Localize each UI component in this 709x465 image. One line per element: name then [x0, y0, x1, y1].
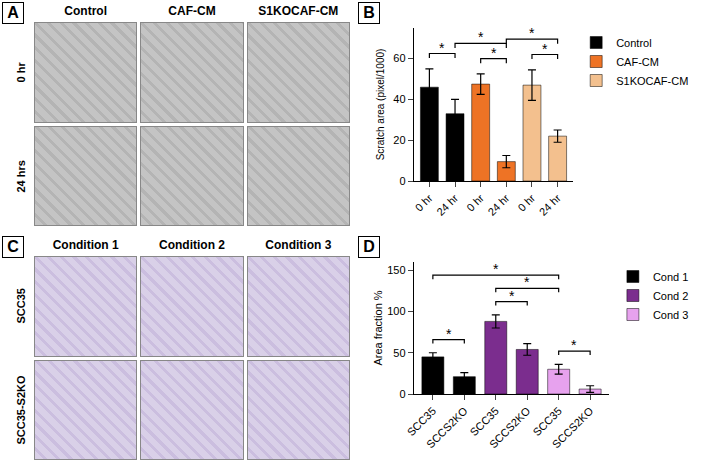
svg-text:*: *	[439, 40, 445, 56]
svg-text:*: *	[542, 41, 548, 57]
svg-text:*: *	[446, 326, 452, 342]
svg-text:Control: Control	[616, 37, 651, 49]
svg-text:*: *	[571, 337, 577, 353]
svg-text:60: 60	[393, 52, 405, 64]
svg-text:SCCS2KO: SCCS2KO	[424, 404, 470, 450]
svg-text:*: *	[478, 29, 484, 45]
svg-text:Cond 3: Cond 3	[653, 309, 688, 321]
svg-text:*: *	[524, 274, 530, 290]
html-text:Condition 3: Condition 3	[265, 238, 332, 252]
svg-text:100: 100	[387, 305, 405, 317]
html-text:SCC35: SCC35	[15, 288, 27, 324]
svg-text:Scratch area (pixel/1000): Scratch area (pixel/1000)	[375, 49, 386, 161]
svg-text:Cond 1: Cond 1	[653, 271, 688, 283]
svg-text:150: 150	[387, 264, 405, 276]
html-text:24 hrs: 24 hrs	[15, 159, 27, 192]
svg-text:0 hr: 0 hr	[413, 191, 435, 213]
svg-text:20: 20	[393, 134, 405, 146]
svg-text:0: 0	[399, 175, 405, 187]
svg-text:SCC35: SCC35	[530, 405, 564, 439]
html-text:Condition 2: Condition 2	[159, 238, 225, 252]
html-text:B: B	[363, 4, 375, 21]
svg-text:0: 0	[399, 388, 405, 400]
svg-text:*: *	[491, 45, 497, 61]
svg-text:CAF-CM: CAF-CM	[616, 56, 659, 68]
svg-text:SCC35: SCC35	[405, 405, 439, 439]
html-text:CAF-CM: CAF-CM	[168, 4, 216, 18]
html-text:A: A	[7, 4, 19, 21]
svg-text:Cond 2: Cond 2	[653, 290, 688, 302]
html-text:S1KOCAF-CM: S1KOCAF-CM	[258, 4, 339, 18]
svg-text:0 hr: 0 hr	[515, 191, 537, 213]
svg-text:*: *	[509, 288, 515, 304]
svg-text:*: *	[529, 25, 535, 41]
svg-text:24 hr: 24 hr	[485, 191, 511, 217]
svg-text:0 hr: 0 hr	[464, 191, 486, 213]
svg-text:SCC35: SCC35	[468, 405, 502, 439]
html-text:0 hr: 0 hr	[15, 62, 27, 83]
svg-text:Area fraction %: Area fraction %	[372, 290, 384, 365]
html-text:Condition 1: Condition 1	[52, 238, 119, 252]
svg-text:50: 50	[393, 347, 405, 359]
svg-text:SCCS2KO: SCCS2KO	[550, 404, 596, 450]
svg-text:24 hr: 24 hr	[537, 191, 563, 217]
svg-text:*: *	[493, 261, 499, 277]
svg-text:S1KOCAF-CM: S1KOCAF-CM	[616, 75, 688, 87]
html-text:C: C	[7, 238, 19, 255]
html-text:Control: Control	[64, 4, 107, 18]
html-text:SCC35-S2KO: SCC35-S2KO	[15, 375, 27, 445]
svg-text:40: 40	[393, 93, 405, 105]
svg-text:24 hr: 24 hr	[434, 191, 460, 217]
html-text:D: D	[363, 238, 375, 255]
svg-text:SCCS2KO: SCCS2KO	[487, 404, 533, 450]
